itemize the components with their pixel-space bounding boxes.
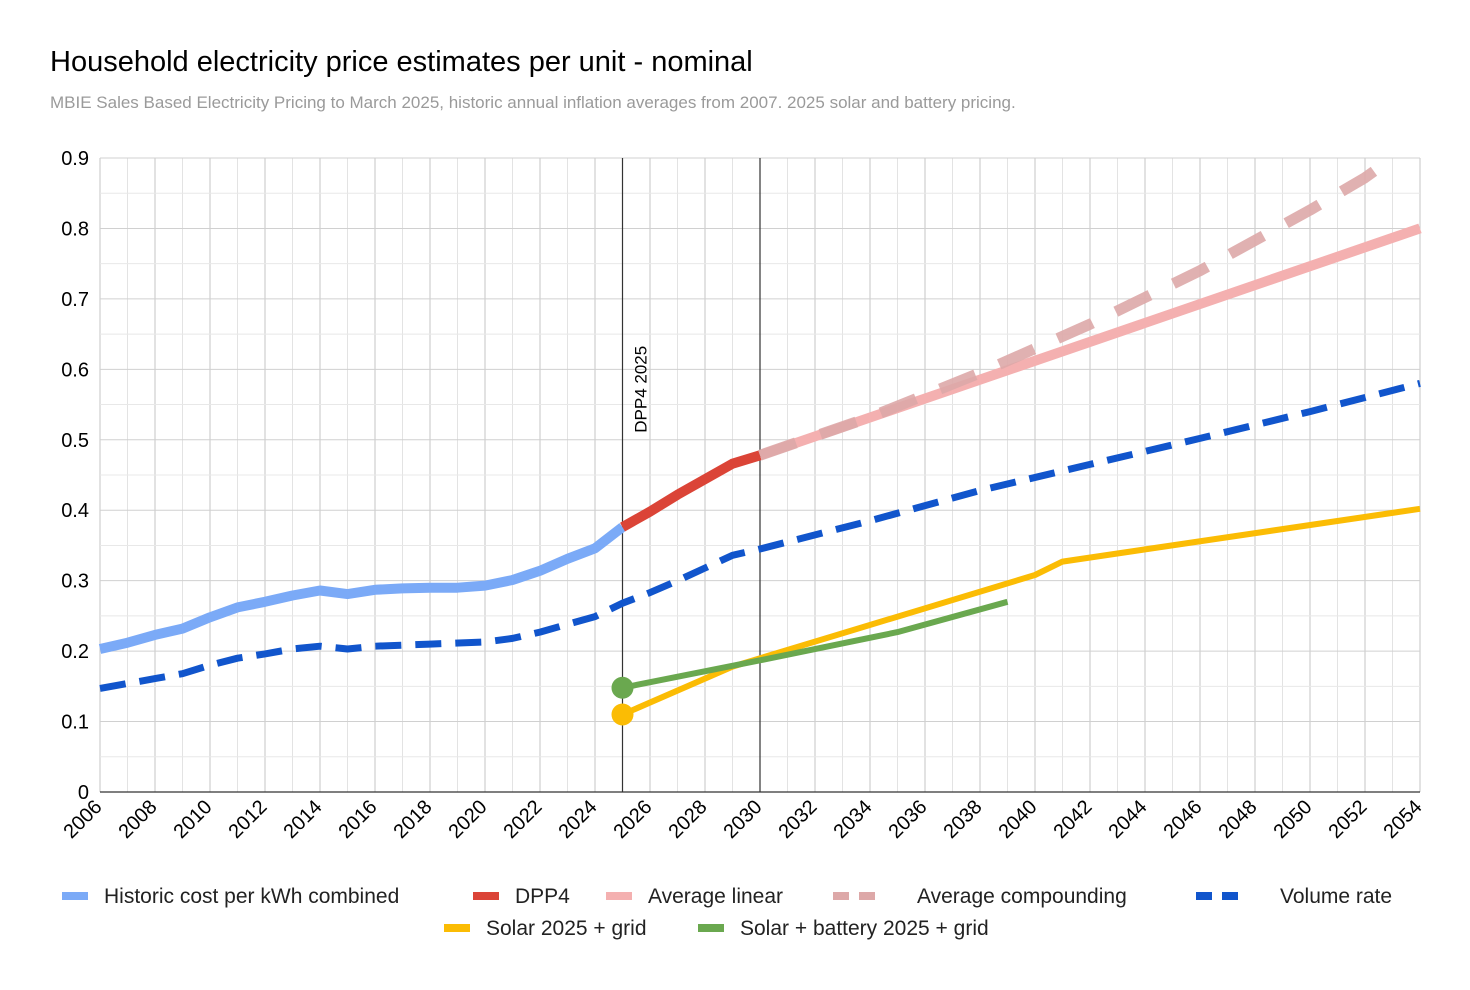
legend-item: Solar 2025 + grid xyxy=(444,917,647,940)
x-tick-label: 2014 xyxy=(280,796,327,843)
legend-item: Historic cost per kWh combined xyxy=(62,885,399,908)
legend-label: Historic cost per kWh combined xyxy=(104,885,399,908)
x-tick-label: 2050 xyxy=(1270,796,1317,843)
y-tick-label: 0.5 xyxy=(61,430,89,452)
x-tick-label: 2034 xyxy=(830,796,877,843)
y-tick-label: 0.6 xyxy=(61,359,89,381)
x-tick-label: 2048 xyxy=(1215,796,1262,843)
x-tick-label: 2008 xyxy=(115,796,162,843)
x-tick-label: 2026 xyxy=(610,796,657,843)
legend-item: DPP4 xyxy=(473,885,570,908)
legend: Historic cost per kWh combined DPP4 Averag… xyxy=(62,885,1392,940)
x-tick-label: 2040 xyxy=(995,796,1042,843)
x-tick-label: 2028 xyxy=(665,796,712,843)
series-line xyxy=(623,509,1421,715)
legend-label: DPP4 xyxy=(515,885,570,908)
series-point xyxy=(612,677,634,699)
x-tick-label: 2036 xyxy=(885,796,932,843)
legend-item: Average linear xyxy=(606,885,783,908)
x-tick-label: 2038 xyxy=(940,796,987,843)
x-tick-label: 2054 xyxy=(1380,796,1427,843)
series-line xyxy=(760,158,1393,455)
y-tick-label: 0.8 xyxy=(61,218,89,240)
x-tick-label: 2022 xyxy=(500,796,547,843)
y-tick-label: 0.1 xyxy=(61,712,89,734)
y-tick-label: 0.9 xyxy=(61,148,89,170)
x-tick-label: 2046 xyxy=(1160,796,1207,843)
x-tick-label: 2042 xyxy=(1050,796,1097,843)
legend-item: Volume rate xyxy=(1196,885,1392,908)
legend-item: Average compounding xyxy=(833,885,1127,908)
x-tick-label: 2052 xyxy=(1325,796,1372,843)
series-line xyxy=(623,455,761,527)
x-tick-label: 2024 xyxy=(555,796,602,843)
x-tick-label: 2006 xyxy=(60,796,107,843)
y-tick-label: 0.3 xyxy=(61,571,89,593)
y-tick-label: 0.2 xyxy=(61,641,89,663)
series-point xyxy=(612,704,634,726)
x-tick-label: 2032 xyxy=(775,796,822,843)
legend-label: Average compounding xyxy=(917,885,1127,908)
x-tick-label: 2010 xyxy=(170,796,217,843)
legend-item: Solar + battery 2025 + grid xyxy=(698,917,989,940)
x-tick-label: 2044 xyxy=(1105,796,1152,843)
x-tick-label: 2012 xyxy=(225,796,272,843)
line-chart: DPP4 2025 00.10.20.30.40.50.60.70.80.920… xyxy=(0,0,1470,990)
vertical-marker-label: DPP4 2025 xyxy=(632,346,651,433)
y-tick-label: 0.7 xyxy=(61,289,89,311)
legend-label: Solar + battery 2025 + grid xyxy=(740,917,989,940)
x-tick-label: 2018 xyxy=(390,796,437,843)
legend-label: Volume rate xyxy=(1280,885,1392,908)
legend-label: Average linear xyxy=(648,885,783,908)
x-tick-label: 2030 xyxy=(720,796,767,843)
x-tick-label: 2016 xyxy=(335,796,382,843)
y-tick-label: 0.4 xyxy=(61,500,89,522)
legend-label: Solar 2025 + grid xyxy=(486,917,647,940)
x-tick-label: 2020 xyxy=(445,796,492,843)
